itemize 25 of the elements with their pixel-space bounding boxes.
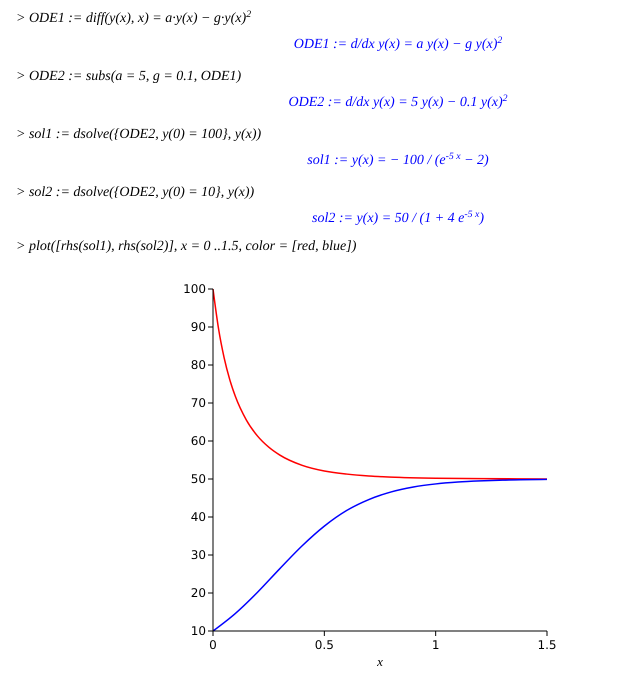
y-tick-label: 30 — [190, 548, 206, 562]
y-tick-label: 70 — [190, 396, 206, 410]
y-tick-label: 50 — [190, 472, 206, 486]
y-tick-label: 20 — [190, 586, 206, 600]
y-tick-label: 90 — [190, 320, 206, 334]
line-series — [212, 288, 548, 480]
y-tick-label: 40 — [190, 510, 206, 524]
chart-title: > plot([rhs(sol1), rhs(sol2)], x = 0 ..1.5, color = [red, blue]) — [16, 239, 357, 254]
y-tick-label: 10 — [190, 624, 206, 638]
x-tick-label: 0.5 — [314, 638, 334, 652]
text: > sol1 := dsolve({ODE2, y(0) = 100}, y(x)) — [16, 127, 262, 142]
text: sol1 := y(x) = − 100 / (e$^{-5 x}$ − 2) — [307, 150, 490, 168]
x-tick-label: 1.5 — [537, 638, 557, 652]
text: > ODE1 := diff(y(x), x) = a·y(x) − g·y(x)$^{2}$ — [16, 8, 252, 26]
y-tick-label: 100 — [183, 282, 206, 296]
x-tick-label: 0 — [209, 638, 217, 652]
x-axis-title: x — [376, 654, 384, 669]
text: ODE1 := d/dx y(x) = a y(x) − g y(x)$^{2}$ — [294, 34, 502, 52]
text: > sol2 := dsolve({ODE2, y(0) = 10}, y(x)) — [16, 185, 255, 200]
text: > ODE2 := subs(a = 5, g = 0.1, ODE1) — [16, 69, 242, 84]
text: ODE2 := d/dx y(x) = 5 y(x) − 0.1 y(x)$^{2}$ — [288, 92, 508, 110]
text: sol2 := y(x) = 50 / (1 + 4 e$^{-5 x}$) — [312, 208, 484, 226]
x-tick-label: 1 — [432, 638, 440, 652]
y-tick-label: 80 — [190, 358, 206, 372]
y-tick-label: 60 — [190, 434, 206, 448]
